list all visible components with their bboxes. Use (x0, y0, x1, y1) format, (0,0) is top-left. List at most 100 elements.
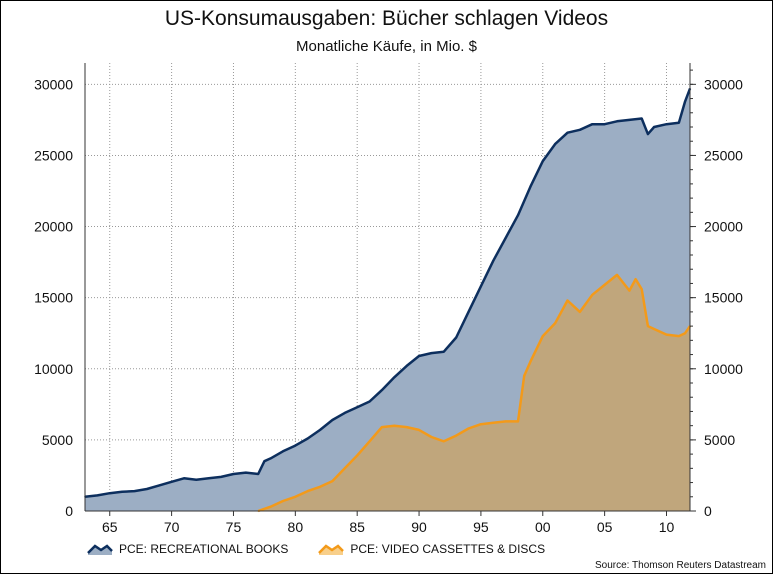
x-tick-label: 00 (535, 519, 551, 535)
y-tick-label-right: 5000 (704, 432, 735, 448)
data-point-series-0 (684, 100, 686, 103)
data-point-series-1 (628, 289, 631, 292)
data-point-series-1 (393, 424, 396, 427)
data-point-series-1 (282, 500, 284, 502)
area-series-1 (258, 274, 690, 511)
data-point-series-1 (381, 426, 383, 428)
data-point-series-0 (96, 494, 99, 497)
legend-item-videos: PCE: VIDEO CASSETTES & DISCS (318, 542, 545, 556)
data-point-series-0 (616, 120, 618, 123)
data-point-series-0 (183, 477, 185, 480)
y-tick-label-left: 20000 (34, 219, 73, 235)
x-tick-label: 70 (164, 519, 180, 535)
data-point-series-1 (579, 311, 581, 313)
data-point-series-1 (678, 335, 680, 337)
legend-swatch-videos (318, 544, 345, 555)
data-point-series-0 (306, 437, 309, 440)
data-point-series-1 (591, 294, 594, 296)
data-point-series-1 (504, 420, 507, 423)
legend-label-videos: PCE: VIDEO CASSETTES & DISCS (350, 542, 546, 556)
data-point-series-0 (146, 488, 148, 490)
data-point-series-1 (442, 440, 445, 443)
data-point-series-0 (282, 450, 284, 453)
data-point-series-0 (133, 490, 136, 492)
x-tick-label: 65 (102, 519, 118, 535)
data-point-series-0 (121, 491, 123, 493)
y-tick-label-right: 25000 (704, 147, 743, 163)
data-point-series-1 (430, 436, 433, 438)
data-point-series-1 (467, 427, 470, 430)
x-tick-label: 90 (411, 519, 427, 535)
data-point-series-0 (678, 121, 680, 124)
data-point-series-1 (294, 495, 297, 498)
y-tick-label-right: 0 (704, 503, 712, 519)
x-tick-label: 10 (659, 519, 675, 535)
data-point-series-0 (245, 471, 247, 474)
legend: PCE: RECREATIONAL BOOKS PCE: VIDEO CASSE… (87, 542, 545, 556)
data-point-series-1 (523, 375, 526, 377)
data-point-series-1 (492, 422, 495, 424)
data-point-series-0 (356, 406, 358, 408)
y-tick-label-right: 15000 (704, 290, 743, 306)
x-tick-label: 75 (226, 519, 242, 535)
y-tick-label-left: 30000 (34, 76, 73, 92)
data-point-series-1 (647, 325, 649, 327)
source-note: Source: Thomson Reuters Datastream (594, 560, 766, 571)
x-tick-label: 80 (288, 519, 304, 535)
data-point-series-1 (665, 333, 668, 336)
data-point-series-0 (331, 419, 334, 421)
y-tick-label-left: 10000 (34, 361, 73, 377)
data-point-series-0 (393, 376, 396, 379)
data-point-series-0 (467, 311, 470, 313)
data-point-series-0 (368, 400, 371, 403)
legend-swatch-books (87, 544, 113, 555)
data-point-series-0 (294, 444, 297, 447)
data-point-series-1 (269, 505, 272, 508)
data-point-series-1 (418, 429, 420, 431)
data-point-series-0 (628, 119, 631, 121)
data-point-series-0 (455, 336, 457, 339)
data-point-series-0 (480, 285, 482, 288)
data-point-series-1 (319, 486, 321, 488)
data-point-series-0 (579, 129, 581, 131)
data-point-series-1 (634, 278, 637, 280)
data-point-series-0 (529, 185, 532, 188)
data-point-series-0 (603, 123, 606, 125)
x-tick-label: 95 (473, 519, 489, 535)
data-point-series-0 (591, 123, 594, 125)
data-point-series-0 (207, 477, 210, 480)
legend-label-books: PCE: RECREATIONAL BOOKS (119, 542, 289, 556)
y-tick-label-left: 0 (65, 503, 73, 519)
data-point-series-0 (541, 160, 544, 162)
y-tick-label-right: 30000 (704, 76, 743, 92)
data-point-series-0 (108, 492, 111, 495)
chart-subtitle: Monatliche Käufe, in Mio. $ (296, 38, 477, 55)
data-point-series-0 (504, 237, 507, 239)
data-point-series-1 (684, 332, 686, 335)
x-tick-label: 85 (349, 519, 365, 535)
data-point-series-0 (170, 481, 173, 483)
data-point-series-1 (653, 328, 655, 330)
data-point-series-0 (158, 484, 161, 487)
data-point-series-1 (554, 322, 556, 325)
data-point-series-1 (480, 423, 482, 426)
data-point-series-0 (647, 133, 649, 135)
y-tick-label-right: 10000 (704, 361, 743, 377)
legend-item-books: PCE: RECREATIONAL BOOKS (87, 542, 288, 556)
chart-title: US-Konsumausgaben: Bücher schlagen Video… (164, 7, 609, 30)
data-point-series-1 (331, 480, 334, 482)
line-series-1 (257, 273, 692, 513)
data-point-series-1 (368, 440, 371, 443)
y-tick-label-right: 20000 (704, 219, 743, 235)
data-point-series-1 (640, 288, 643, 290)
data-point-series-1 (306, 490, 309, 492)
data-point-series-0 (269, 457, 272, 460)
data-point-series-0 (418, 355, 420, 357)
y-tick-label-left: 25000 (34, 147, 73, 163)
x-tick-label: 05 (597, 519, 613, 535)
data-point-series-0 (566, 131, 569, 134)
data-point-series-1 (344, 467, 346, 470)
data-point-series-1 (356, 454, 358, 457)
data-point-series-0 (344, 412, 346, 414)
